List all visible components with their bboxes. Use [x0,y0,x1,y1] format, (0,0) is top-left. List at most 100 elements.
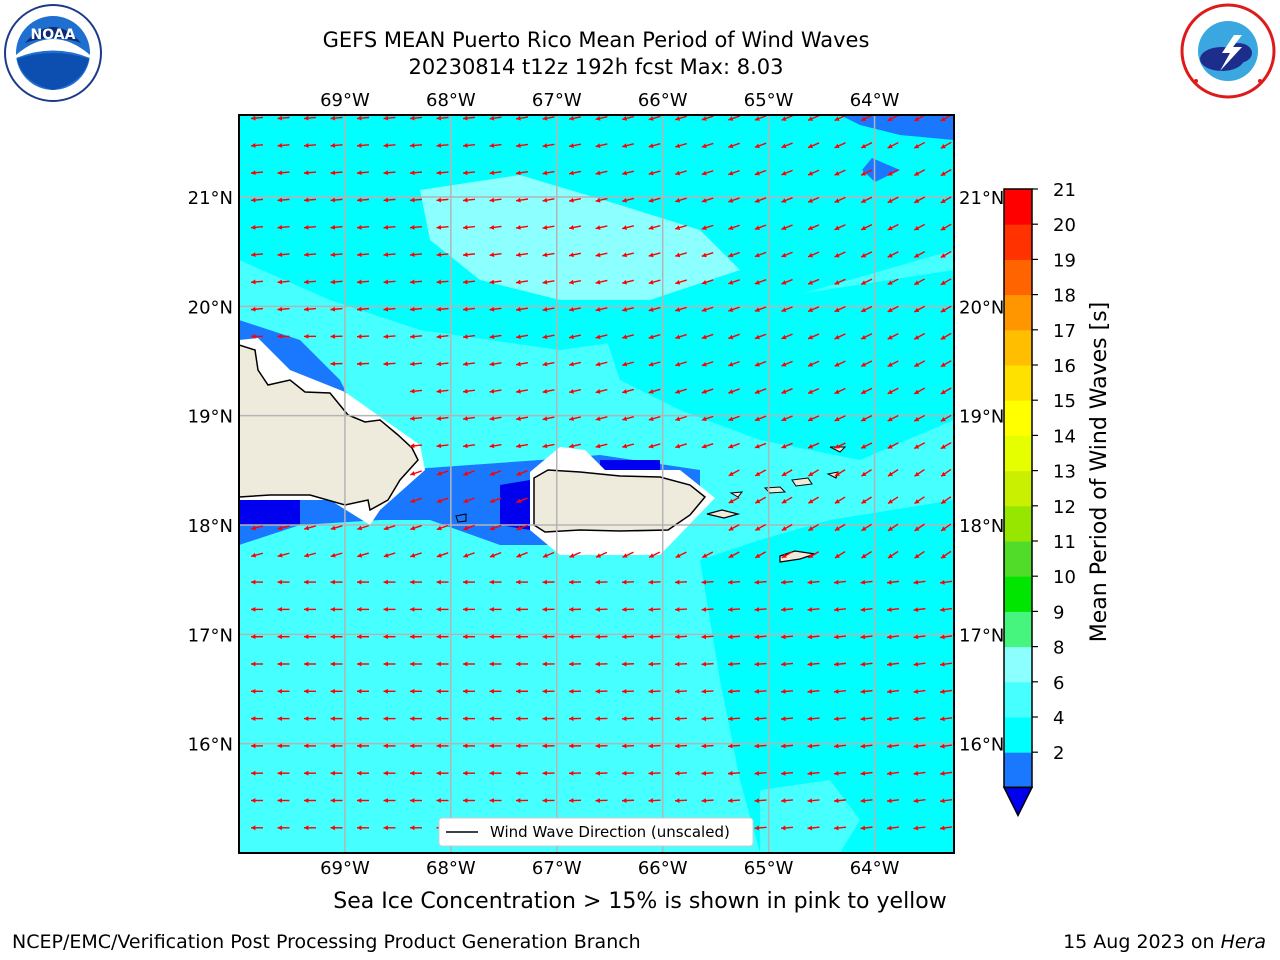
wind-wave-arrow [436,743,449,749]
wind-wave-arrow [781,169,793,176]
wind-wave-arrow [807,142,820,149]
wind-wave-arrow [304,798,316,803]
wind-wave-arrow [357,770,369,776]
wind-wave-arrow [940,468,952,477]
wind-wave-arrow [436,688,449,694]
wind-wave-arrow [409,334,423,339]
wind-wave-arrow [621,661,635,667]
wind-wave-arrow [807,689,820,694]
colorbar-segment [1004,681,1032,718]
wind-wave-arrow [860,333,873,340]
wind-wave-arrow [383,798,396,803]
wind-wave-arrow [436,224,449,230]
wind-wave-arrow [807,251,820,258]
wind-wave-arrow [330,825,343,831]
wind-wave-arrow [462,143,476,148]
lon-tick-label: 69°W [320,90,370,111]
wind-wave-arrow [781,115,793,121]
wind-wave-arrow [330,661,343,667]
wind-wave-arrow [357,688,369,694]
wind-wave-arrow [436,552,449,558]
wind-wave-arrow [754,360,767,367]
wind-wave-arrow [834,523,846,532]
wind-wave-arrow [939,689,953,694]
wind-wave-arrow [781,251,793,258]
wind-wave-arrow [701,551,714,559]
wind-wave-arrow [939,579,953,585]
wind-wave-arrow [515,306,529,312]
wind-wave-arrow [515,225,529,230]
wind-wave-arrow [621,798,635,803]
wind-wave-arrow [277,607,290,612]
period-field-ne-corner [840,115,954,140]
wind-wave-arrow [409,115,423,121]
wind-wave-arrow [251,525,263,531]
wind-wave-arrow [595,334,608,340]
wind-wave-arrow [807,115,820,122]
wind-wave-arrow [410,716,422,721]
wind-wave-arrow [727,798,741,804]
wind-wave-arrow [462,224,476,230]
wind-wave-arrow [356,143,370,148]
wind-wave-arrow [860,223,873,231]
wind-wave-arrow [410,798,422,803]
wind-wave-arrow [940,223,952,231]
wind-wave-arrow [940,169,952,177]
wind-wave-arrow [807,607,820,612]
wind-wave-arrow [595,170,608,176]
wind-wave-arrow [568,716,582,722]
wind-wave-arrow [489,279,502,285]
wind-wave-arrow [542,716,555,722]
wind-wave-arrow [277,170,290,176]
wind-wave-arrow [595,551,608,558]
wind-wave-arrow [780,607,794,612]
wind-wave-arrow [409,388,423,394]
wind-wave-arrow [887,278,899,286]
colorbar-tick-label: 11 [1053,532,1076,553]
wind-wave-arrow [383,170,396,176]
wind-wave-arrow [701,634,714,640]
wind-wave-arrow [251,688,263,694]
wind-wave-arrow [436,579,449,585]
wind-wave-arrow [701,306,714,312]
wind-wave-arrow [834,442,846,449]
wind-wave-arrow [675,415,687,422]
wind-wave-arrow [569,551,581,558]
lat-tick-label: 18°N [188,516,233,537]
wind-wave-arrow [330,224,343,230]
period-field-ne-patch [862,158,900,182]
wind-wave-arrow [727,716,741,722]
wind-wave-arrow [330,634,343,640]
colorbar-segment [1004,576,1032,612]
wind-wave-arrow [277,798,290,803]
wind-wave-arrow [940,387,952,395]
wind-wave-arrow [304,607,316,612]
wind-wave-arrow [807,743,820,749]
colorbar-tick-label: 15 [1053,391,1076,412]
wind-wave-arrow [516,524,528,531]
colorbar-tick-label: 2 [1053,743,1064,764]
wind-wave-arrow [542,661,555,667]
wind-wave-arrow [330,306,343,312]
wind-wave-arrow [542,197,555,203]
wind-wave-arrow [277,770,290,776]
wind-wave-arrow [542,770,555,776]
wind-wave-arrow [568,279,582,285]
colorbar-tick-label: 14 [1053,426,1076,447]
wind-wave-arrow [860,387,873,395]
wind-wave-arrow [436,279,449,285]
colorbar-tick-label: 10 [1053,567,1076,588]
lat-tick-label: 16°N [959,735,1004,756]
wind-wave-arrow [701,388,714,394]
title-line-1: GEFS MEAN Puerto Rico Mean Period of Win… [322,28,870,52]
wind-wave-arrow [728,306,740,312]
wind-wave-arrow [834,415,846,422]
wind-wave-arrow [250,224,264,230]
wind-wave-arrow [887,333,899,340]
wind-wave-arrow [833,825,847,831]
wind-wave-arrow [807,634,820,640]
wind-wave-arrow [383,552,396,558]
wind-wave-arrow [277,716,290,721]
wind-wave-arrow [913,579,926,585]
